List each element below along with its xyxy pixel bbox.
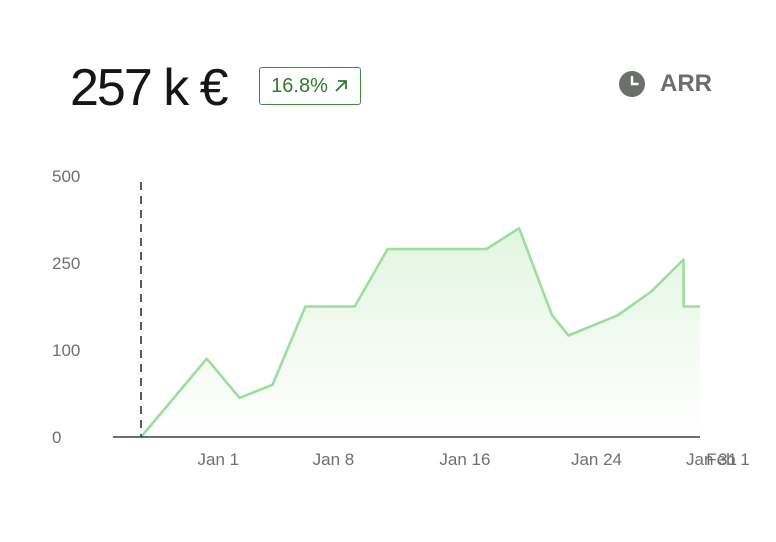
y-axis-labels: 0 100 250 500 — [52, 167, 80, 447]
x-tick-label: Jan 1 — [198, 450, 240, 469]
x-tick-label: Feb 1 — [706, 450, 749, 469]
clock-icon — [619, 71, 645, 97]
change-value: 16.8% — [271, 74, 328, 97]
change-badge: 16.8% — [259, 67, 361, 105]
series-line — [140, 226, 700, 438]
metric-selector[interactable]: ARR — [618, 66, 712, 102]
y-tick-label: 0 — [52, 428, 61, 447]
metric-name: ARR — [660, 70, 712, 97]
series-area — [141, 228, 700, 437]
y-tick-label: 250 — [52, 254, 80, 273]
y-tick-label: 100 — [52, 341, 80, 360]
y-tick-label: 500 — [52, 167, 80, 186]
kpi-value: 257 k € — [70, 59, 229, 117]
x-tick-label: Jan 8 — [313, 450, 355, 469]
plot-area — [113, 182, 700, 438]
x-tick-label: Jan 24 — [571, 450, 622, 469]
x-tick-label: Jan 16 — [439, 450, 490, 469]
x-tick-label: Jan 31 — [686, 450, 737, 469]
arrow-up-right-icon — [335, 80, 347, 92]
